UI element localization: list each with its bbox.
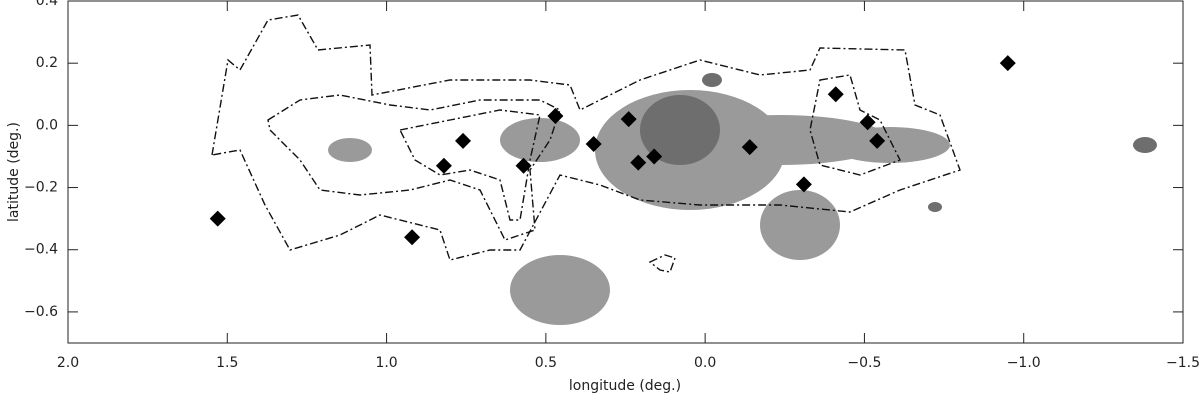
- marker: [209, 210, 226, 227]
- y-axis-label: latitude (deg.): [6, 122, 22, 222]
- marker: [547, 108, 564, 125]
- y-tick-label: 0.2: [36, 55, 58, 71]
- marker: [999, 55, 1016, 72]
- marker: [646, 148, 663, 165]
- marker: [741, 139, 758, 156]
- y-tick-label: −0.2: [24, 180, 58, 196]
- x-tick-label: −0.5: [847, 355, 881, 371]
- marker: [435, 157, 452, 174]
- x-tick-label: 1.0: [375, 355, 397, 371]
- x-tick-label: 0.0: [694, 355, 716, 371]
- y-tick-label: −0.6: [24, 304, 58, 320]
- marker: [585, 136, 602, 153]
- x-axis-label: longitude (deg.): [569, 378, 681, 394]
- marker: [869, 132, 886, 149]
- marker: [515, 157, 532, 174]
- x-tick-label: −1.5: [1166, 355, 1200, 371]
- x-tick-label: 1.5: [216, 355, 238, 371]
- marker: [827, 86, 844, 103]
- marker: [795, 176, 812, 193]
- marker: [630, 154, 647, 171]
- marker: [620, 111, 637, 128]
- contours: [211, 14, 961, 273]
- background-image: [328, 73, 1157, 325]
- y-tick-label: 0.0: [36, 117, 58, 133]
- x-tick-label: 2.0: [57, 355, 79, 371]
- y-tick-label: 0.4: [36, 0, 58, 9]
- plot-frame: [67, 0, 1184, 344]
- marker: [859, 114, 876, 131]
- marker: [455, 132, 472, 149]
- x-tick-label: 0.5: [535, 355, 557, 371]
- marker: [404, 229, 421, 246]
- x-tick-label: −1.0: [1007, 355, 1041, 371]
- y-tick-label: −0.4: [24, 242, 58, 258]
